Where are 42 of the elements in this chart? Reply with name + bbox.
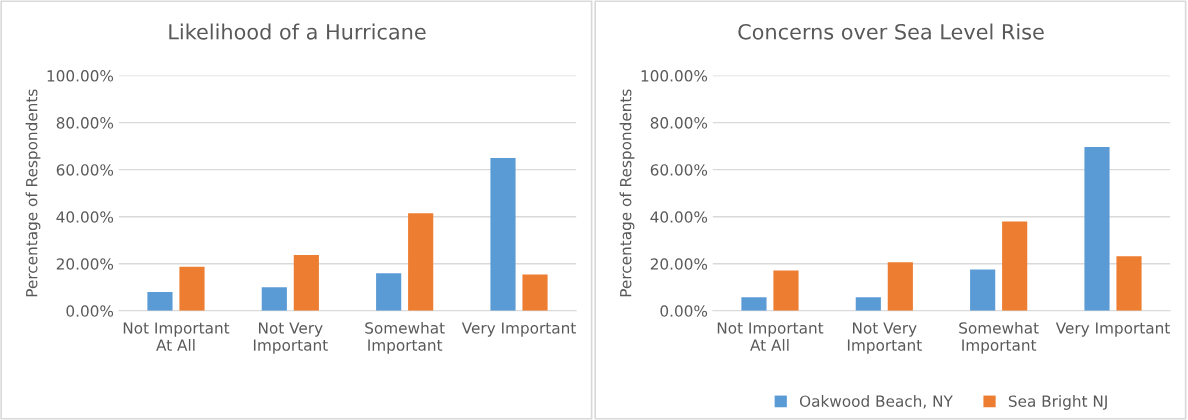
- x-tick-label: Somewhat Important: [365, 321, 445, 354]
- bar: [773, 270, 799, 311]
- y-tick-label: 0.00%: [660, 305, 708, 317]
- y-tick-label: 0.00%: [66, 305, 114, 317]
- bar: [147, 291, 173, 311]
- bar: [293, 255, 319, 311]
- bar: [490, 157, 516, 311]
- y-tick-label: 80.00%: [56, 117, 114, 129]
- y-tick-label: 20.00%: [56, 258, 114, 270]
- y-tick-label: 80.00%: [650, 117, 708, 129]
- y-tick-label: 40.00%: [650, 211, 708, 223]
- y-tick-label: 40.00%: [56, 211, 114, 223]
- bar: [376, 273, 402, 311]
- x-tick-label: Somewhat Important: [959, 321, 1039, 354]
- bar: [887, 262, 913, 311]
- y-axis-title: Percentage of Respondents: [619, 89, 635, 297]
- chart-title: Likelihood of a Hurricane: [169, 23, 426, 40]
- y-tick-label: 20.00%: [650, 258, 708, 270]
- bar: [1002, 221, 1028, 311]
- legend-label: Sea Bright NJ: [1008, 395, 1107, 410]
- y-tick-label: 60.00%: [56, 164, 114, 176]
- bar: [855, 297, 881, 311]
- x-tick-label: Not Important At All: [123, 322, 230, 351]
- x-tick-label: Very Important: [461, 322, 576, 337]
- x-tick-label: Very Important: [1055, 322, 1170, 337]
- bar: [1116, 256, 1142, 311]
- bar: [408, 213, 434, 311]
- x-tick-label: Not Very Important: [847, 322, 922, 354]
- bar: [1084, 147, 1110, 311]
- bar: [970, 269, 996, 311]
- y-tick-label: 100.00%: [47, 70, 114, 82]
- legend-label: Oakwood Beach, NY: [799, 395, 953, 409]
- y-axis-title: Percentage of Respondents: [25, 89, 41, 297]
- y-tick-label: 100.00%: [641, 70, 708, 82]
- bar: [261, 287, 287, 311]
- y-tick-label: 60.00%: [650, 164, 708, 176]
- x-tick-label: Not Important At All: [717, 322, 824, 351]
- x-tick-label: Not Very Important: [253, 322, 328, 354]
- chart-title: Concerns over Sea Level Rise: [738, 23, 1044, 40]
- bar: [522, 274, 548, 311]
- bar: [741, 297, 767, 311]
- bar: [179, 266, 205, 311]
